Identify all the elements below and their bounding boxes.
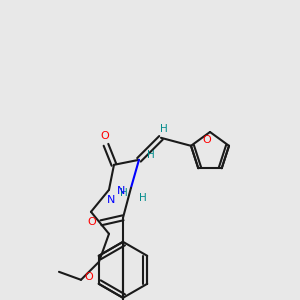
Text: O: O	[85, 272, 93, 282]
Text: O: O	[100, 131, 109, 141]
Text: H: H	[139, 193, 147, 203]
Text: O: O	[202, 135, 211, 145]
Text: O: O	[88, 217, 96, 227]
Text: N: N	[117, 186, 125, 196]
Text: H: H	[147, 150, 155, 160]
Text: H: H	[160, 124, 168, 134]
Text: N: N	[107, 195, 115, 205]
Text: H: H	[120, 188, 128, 198]
